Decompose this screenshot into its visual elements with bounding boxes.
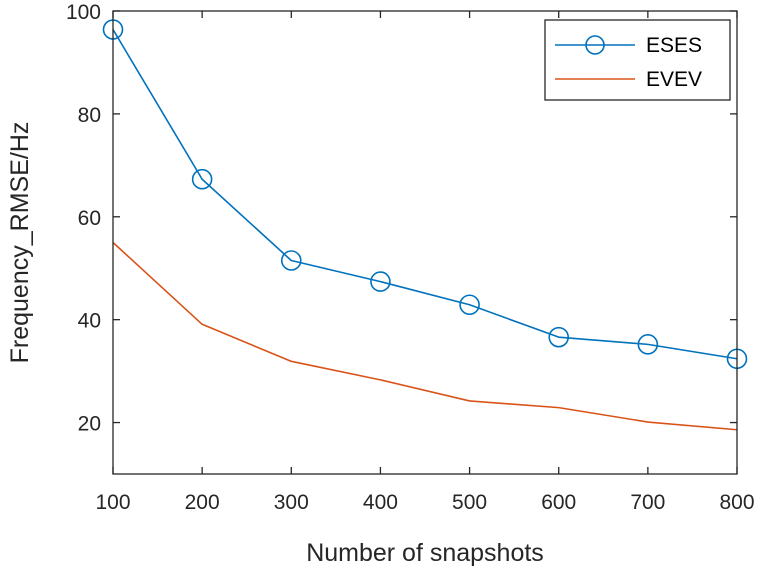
series-line-eses <box>112 29 738 360</box>
x-axis-ticks: 100 200 300 400 500 600 700 800 <box>95 11 755 514</box>
data-point-eses <box>280 250 302 271</box>
data-point-eses <box>548 326 570 348</box>
y-axis-ticks: 20 40 60 80 100 <box>66 1 737 436</box>
x-axis-label: Number of snapshots <box>306 539 544 567</box>
x-tick-label: 200 <box>185 491 220 514</box>
legend-swatch-eses-marker <box>585 35 605 55</box>
y-tick-label: 80 <box>78 104 101 127</box>
data-point-eses <box>637 334 659 355</box>
x-tick-label: 400 <box>363 491 398 514</box>
data-point-eses <box>459 294 480 316</box>
data-point-eses <box>191 168 213 190</box>
x-tick-label: 600 <box>541 491 576 514</box>
series-line-evev <box>112 241 738 431</box>
axes-box <box>112 10 738 475</box>
legend-label-evev: EVEV <box>646 68 702 91</box>
y-axis-label: Frequency_RMSE/Hz <box>6 122 34 364</box>
x-tick-label: 800 <box>719 491 754 514</box>
x-tick-label: 700 <box>630 491 665 514</box>
y-tick-label: 20 <box>78 413 101 436</box>
y-tick-label: 100 <box>66 1 101 24</box>
data-point-eses <box>370 271 391 292</box>
x-tick-label: 100 <box>95 491 130 514</box>
legend: ESES EVEV <box>544 19 731 101</box>
legend-label-eses: ESES <box>646 34 702 57</box>
x-tick-label: 500 <box>452 491 487 514</box>
y-tick-label: 40 <box>78 310 101 333</box>
y-tick-label: 60 <box>78 207 101 230</box>
axes-frame <box>112 10 738 475</box>
x-tick-label: 300 <box>274 491 309 514</box>
legend-box <box>544 19 731 101</box>
